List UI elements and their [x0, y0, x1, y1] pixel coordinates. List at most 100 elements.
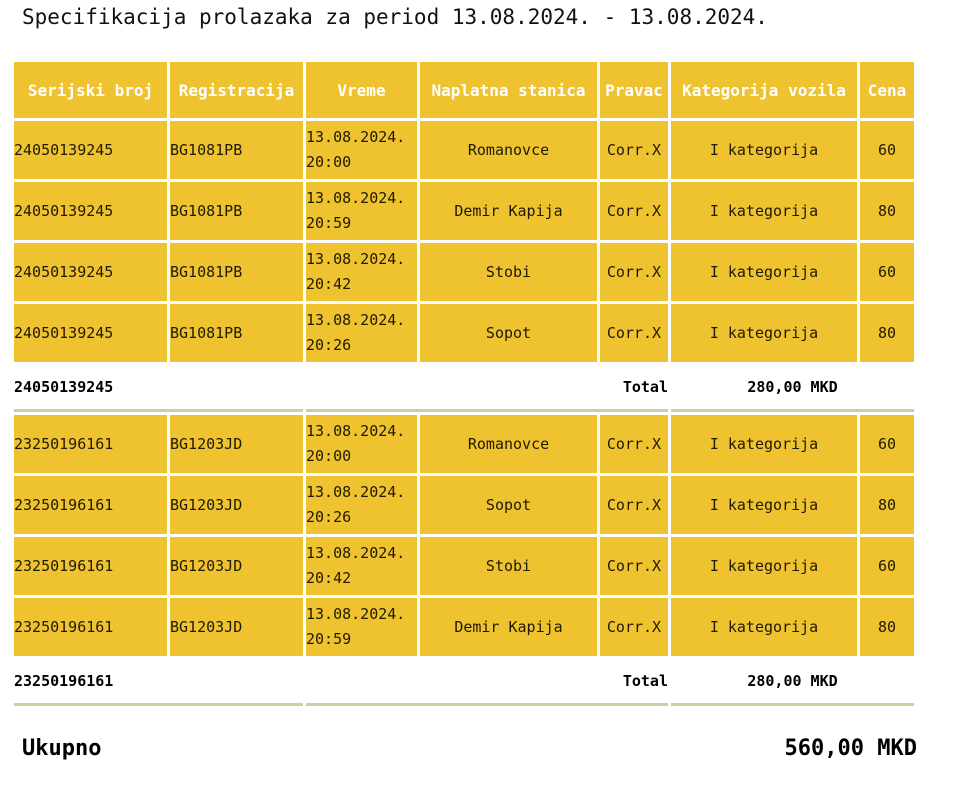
time-cell: 13.08.2024. 20:00	[306, 415, 417, 473]
direction-cell: Corr.X	[600, 121, 668, 179]
toll-passages-table: Serijski broj Registracija Vreme Naplatn…	[11, 59, 917, 709]
category-cell: I kategorija	[671, 598, 857, 656]
group-total-serial: 24050139245	[14, 365, 303, 412]
time-date-line: 13.08.2024.	[306, 250, 406, 268]
registration-cell: BG1081PB	[170, 304, 303, 362]
time-date-line: 13.08.2024.	[306, 605, 406, 623]
column-header-vreme: Vreme	[306, 62, 417, 118]
time-cell: 13.08.2024. 20:59	[306, 182, 417, 240]
table-row: 23250196161 BG1203JD 13.08.2024. 20:26 Sopot…	[14, 476, 914, 534]
group-total-label: Total	[306, 659, 668, 706]
direction-cell: Corr.X	[600, 537, 668, 595]
column-header-registracija: Registracija	[170, 62, 303, 118]
time-hour-line: 20:00	[306, 153, 352, 171]
time-cell: 13.08.2024. 20:26	[306, 476, 417, 534]
registration-cell: BG1203JD	[170, 415, 303, 473]
page-title: Specifikacija prolazaka za period 13.08.…	[22, 5, 768, 29]
direction-cell: Corr.X	[600, 598, 668, 656]
direction-cell: Corr.X	[600, 476, 668, 534]
time-hour-line: 20:59	[306, 214, 352, 232]
serial-cell: 23250196161	[14, 598, 167, 656]
price-cell: 60	[860, 121, 914, 179]
serial-cell: 24050139245	[14, 243, 167, 301]
time-cell: 13.08.2024. 20:00	[306, 121, 417, 179]
time-cell: 13.08.2024. 20:42	[306, 243, 417, 301]
column-header-cena: Cena	[860, 62, 914, 118]
group-total-label: Total	[306, 365, 668, 412]
time-date-line: 13.08.2024.	[306, 189, 406, 207]
category-cell: I kategorija	[671, 304, 857, 362]
group-total-row: 23250196161 Total 280,00 MKD	[14, 659, 914, 706]
table-body: 24050139245 BG1081PB 13.08.2024. 20:00 Roman…	[14, 121, 914, 706]
registration-cell: BG1203JD	[170, 476, 303, 534]
table-row: 24050139245 BG1081PB 13.08.2024. 20:26 Sopot…	[14, 304, 914, 362]
station-cell: Demir Kapija	[420, 598, 597, 656]
group-total-amount: 280,00 MKD	[671, 365, 914, 412]
serial-cell: 23250196161	[14, 415, 167, 473]
column-header-serijski-broj: Serijski broj	[14, 62, 167, 118]
station-cell: Romanovce	[420, 121, 597, 179]
price-cell: 80	[860, 476, 914, 534]
time-cell: 13.08.2024. 20:42	[306, 537, 417, 595]
time-cell: 13.08.2024. 20:26	[306, 304, 417, 362]
category-cell: I kategorija	[671, 415, 857, 473]
category-cell: I kategorija	[671, 121, 857, 179]
time-hour-line: 20:26	[306, 336, 352, 354]
category-cell: I kategorija	[671, 476, 857, 534]
direction-cell: Corr.X	[600, 182, 668, 240]
direction-cell: Corr.X	[600, 243, 668, 301]
category-cell: I kategorija	[671, 243, 857, 301]
table-row: 23250196161 BG1203JD 13.08.2024. 20:00 Roman…	[14, 415, 914, 473]
group-total-row: 24050139245 Total 280,00 MKD	[14, 365, 914, 412]
table-row: 24050139245 BG1081PB 13.08.2024. 20:59 Demir…	[14, 182, 914, 240]
station-cell: Stobi	[420, 243, 597, 301]
station-cell: Sopot	[420, 304, 597, 362]
station-cell: Stobi	[420, 537, 597, 595]
serial-cell: 23250196161	[14, 476, 167, 534]
registration-cell: BG1203JD	[170, 537, 303, 595]
time-hour-line: 20:00	[306, 447, 352, 465]
direction-cell: Corr.X	[600, 415, 668, 473]
registration-cell: BG1081PB	[170, 243, 303, 301]
grand-total-label: Ukupno	[22, 736, 102, 761]
price-cell: 80	[860, 598, 914, 656]
registration-cell: BG1081PB	[170, 182, 303, 240]
time-date-line: 13.08.2024.	[306, 544, 406, 562]
table-row: 23250196161 BG1203JD 13.08.2024. 20:42 Stobi…	[14, 537, 914, 595]
column-header-pravac: Pravac	[600, 62, 668, 118]
category-cell: I kategorija	[671, 182, 857, 240]
registration-cell: BG1203JD	[170, 598, 303, 656]
time-date-line: 13.08.2024.	[306, 422, 406, 440]
serial-cell: 24050139245	[14, 121, 167, 179]
price-cell: 80	[860, 304, 914, 362]
category-cell: I kategorija	[671, 537, 857, 595]
grand-total-amount: 560,00 MKD	[784, 736, 917, 761]
serial-cell: 24050139245	[14, 304, 167, 362]
station-cell: Sopot	[420, 476, 597, 534]
time-hour-line: 20:26	[306, 508, 352, 526]
column-header-kategorija-vozila: Kategorija vozila	[671, 62, 857, 118]
registration-cell: BG1081PB	[170, 121, 303, 179]
grand-total-row: Ukupno 560,00 MKD	[22, 736, 917, 761]
table-row: 24050139245 BG1081PB 13.08.2024. 20:42 Stobi…	[14, 243, 914, 301]
price-cell: 80	[860, 182, 914, 240]
time-cell: 13.08.2024. 20:59	[306, 598, 417, 656]
time-hour-line: 20:42	[306, 275, 352, 293]
time-hour-line: 20:42	[306, 569, 352, 587]
time-date-line: 13.08.2024.	[306, 311, 406, 329]
direction-cell: Corr.X	[600, 304, 668, 362]
serial-cell: 23250196161	[14, 537, 167, 595]
group-total-serial: 23250196161	[14, 659, 303, 706]
time-date-line: 13.08.2024.	[306, 128, 406, 146]
column-header-naplatna-stanica: Naplatna stanica	[420, 62, 597, 118]
price-cell: 60	[860, 537, 914, 595]
station-cell: Demir Kapija	[420, 182, 597, 240]
station-cell: Romanovce	[420, 415, 597, 473]
table-row: 23250196161 BG1203JD 13.08.2024. 20:59 Demir…	[14, 598, 914, 656]
group-total-amount: 280,00 MKD	[671, 659, 914, 706]
table-row: 24050139245 BG1081PB 13.08.2024. 20:00 Roman…	[14, 121, 914, 179]
serial-cell: 24050139245	[14, 182, 167, 240]
time-date-line: 13.08.2024.	[306, 483, 406, 501]
price-cell: 60	[860, 243, 914, 301]
